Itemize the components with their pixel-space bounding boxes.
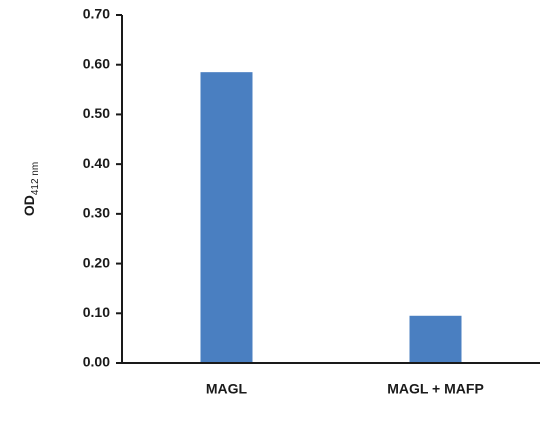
y-tick-label: 0.60: [83, 55, 110, 71]
bar: [409, 315, 462, 363]
y-tick-label: 0.40: [83, 155, 110, 171]
y-tick-label: 0.10: [83, 304, 110, 320]
y-axis-label-main: OD: [21, 195, 37, 216]
x-tick-label: MAGL + MAFP: [387, 381, 484, 397]
y-tick-label: 0.50: [83, 105, 110, 121]
y-tick-label: 0.30: [83, 205, 110, 221]
y-tick-label: 0.70: [83, 6, 110, 22]
y-tick-label: 0.20: [83, 254, 110, 270]
x-tick-label: MAGL: [206, 381, 248, 397]
y-tick-label: 0.00: [83, 354, 110, 370]
y-axis-label: OD412 nm: [21, 162, 41, 216]
bar: [200, 72, 253, 364]
y-axis-label-subscript: 412 nm: [30, 162, 41, 195]
